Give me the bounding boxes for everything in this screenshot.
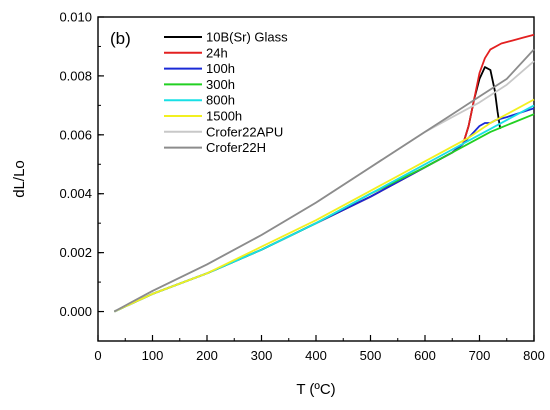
x-tick-label: 700: [469, 348, 491, 363]
y-tick-label: 0.000: [59, 304, 92, 319]
x-tick-label: 0: [94, 348, 101, 363]
series-line-3: [113, 113, 535, 313]
series-line-0: [113, 66, 502, 313]
series-line-1: [113, 33, 535, 313]
legend-label: 300h: [206, 77, 235, 92]
plot-area-frame: [97, 16, 535, 342]
legend-label: 1500h: [206, 109, 242, 124]
y-tick-label: 0.002: [59, 245, 92, 260]
x-tick-label: 200: [196, 348, 218, 363]
y-tick-label: 0.004: [59, 186, 92, 201]
legend-label: Crofer22H: [206, 140, 266, 155]
x-tick-label: 300: [251, 348, 273, 363]
series-line-5: [113, 98, 535, 313]
y-tick-label: 0.006: [59, 127, 92, 142]
panel-label: (b): [110, 29, 131, 48]
legend: 10B(Sr) Glass24h100h300h800h1500hCrofer2…: [164, 30, 288, 155]
x-tick-label: 100: [142, 348, 164, 363]
x-tick-label: 400: [305, 348, 327, 363]
legend-label: 800h: [206, 93, 235, 108]
x-axis-title: T (ºC): [296, 381, 335, 398]
legend-label: 24h: [206, 45, 228, 60]
x-tick-label: 500: [360, 348, 382, 363]
legend-label: 100h: [206, 61, 235, 76]
legend-label: 10B(Sr) Glass: [206, 30, 288, 45]
y-tick-label: 0.008: [59, 68, 92, 83]
y-axis-title: dL/Lo: [11, 160, 28, 198]
y-tick-label: 0.010: [59, 10, 92, 25]
axis-ticks: 0 100 200 300 400 500 600 700 800 0.000 0.002 0.004…: [59, 10, 544, 364]
series-line-6: [113, 60, 535, 313]
x-tick-label: 800: [523, 348, 545, 363]
legend-label: Crofer22APU: [206, 124, 283, 139]
series-lines: [113, 33, 535, 313]
x-tick-label: 600: [414, 348, 436, 363]
series-line-7: [113, 48, 535, 313]
